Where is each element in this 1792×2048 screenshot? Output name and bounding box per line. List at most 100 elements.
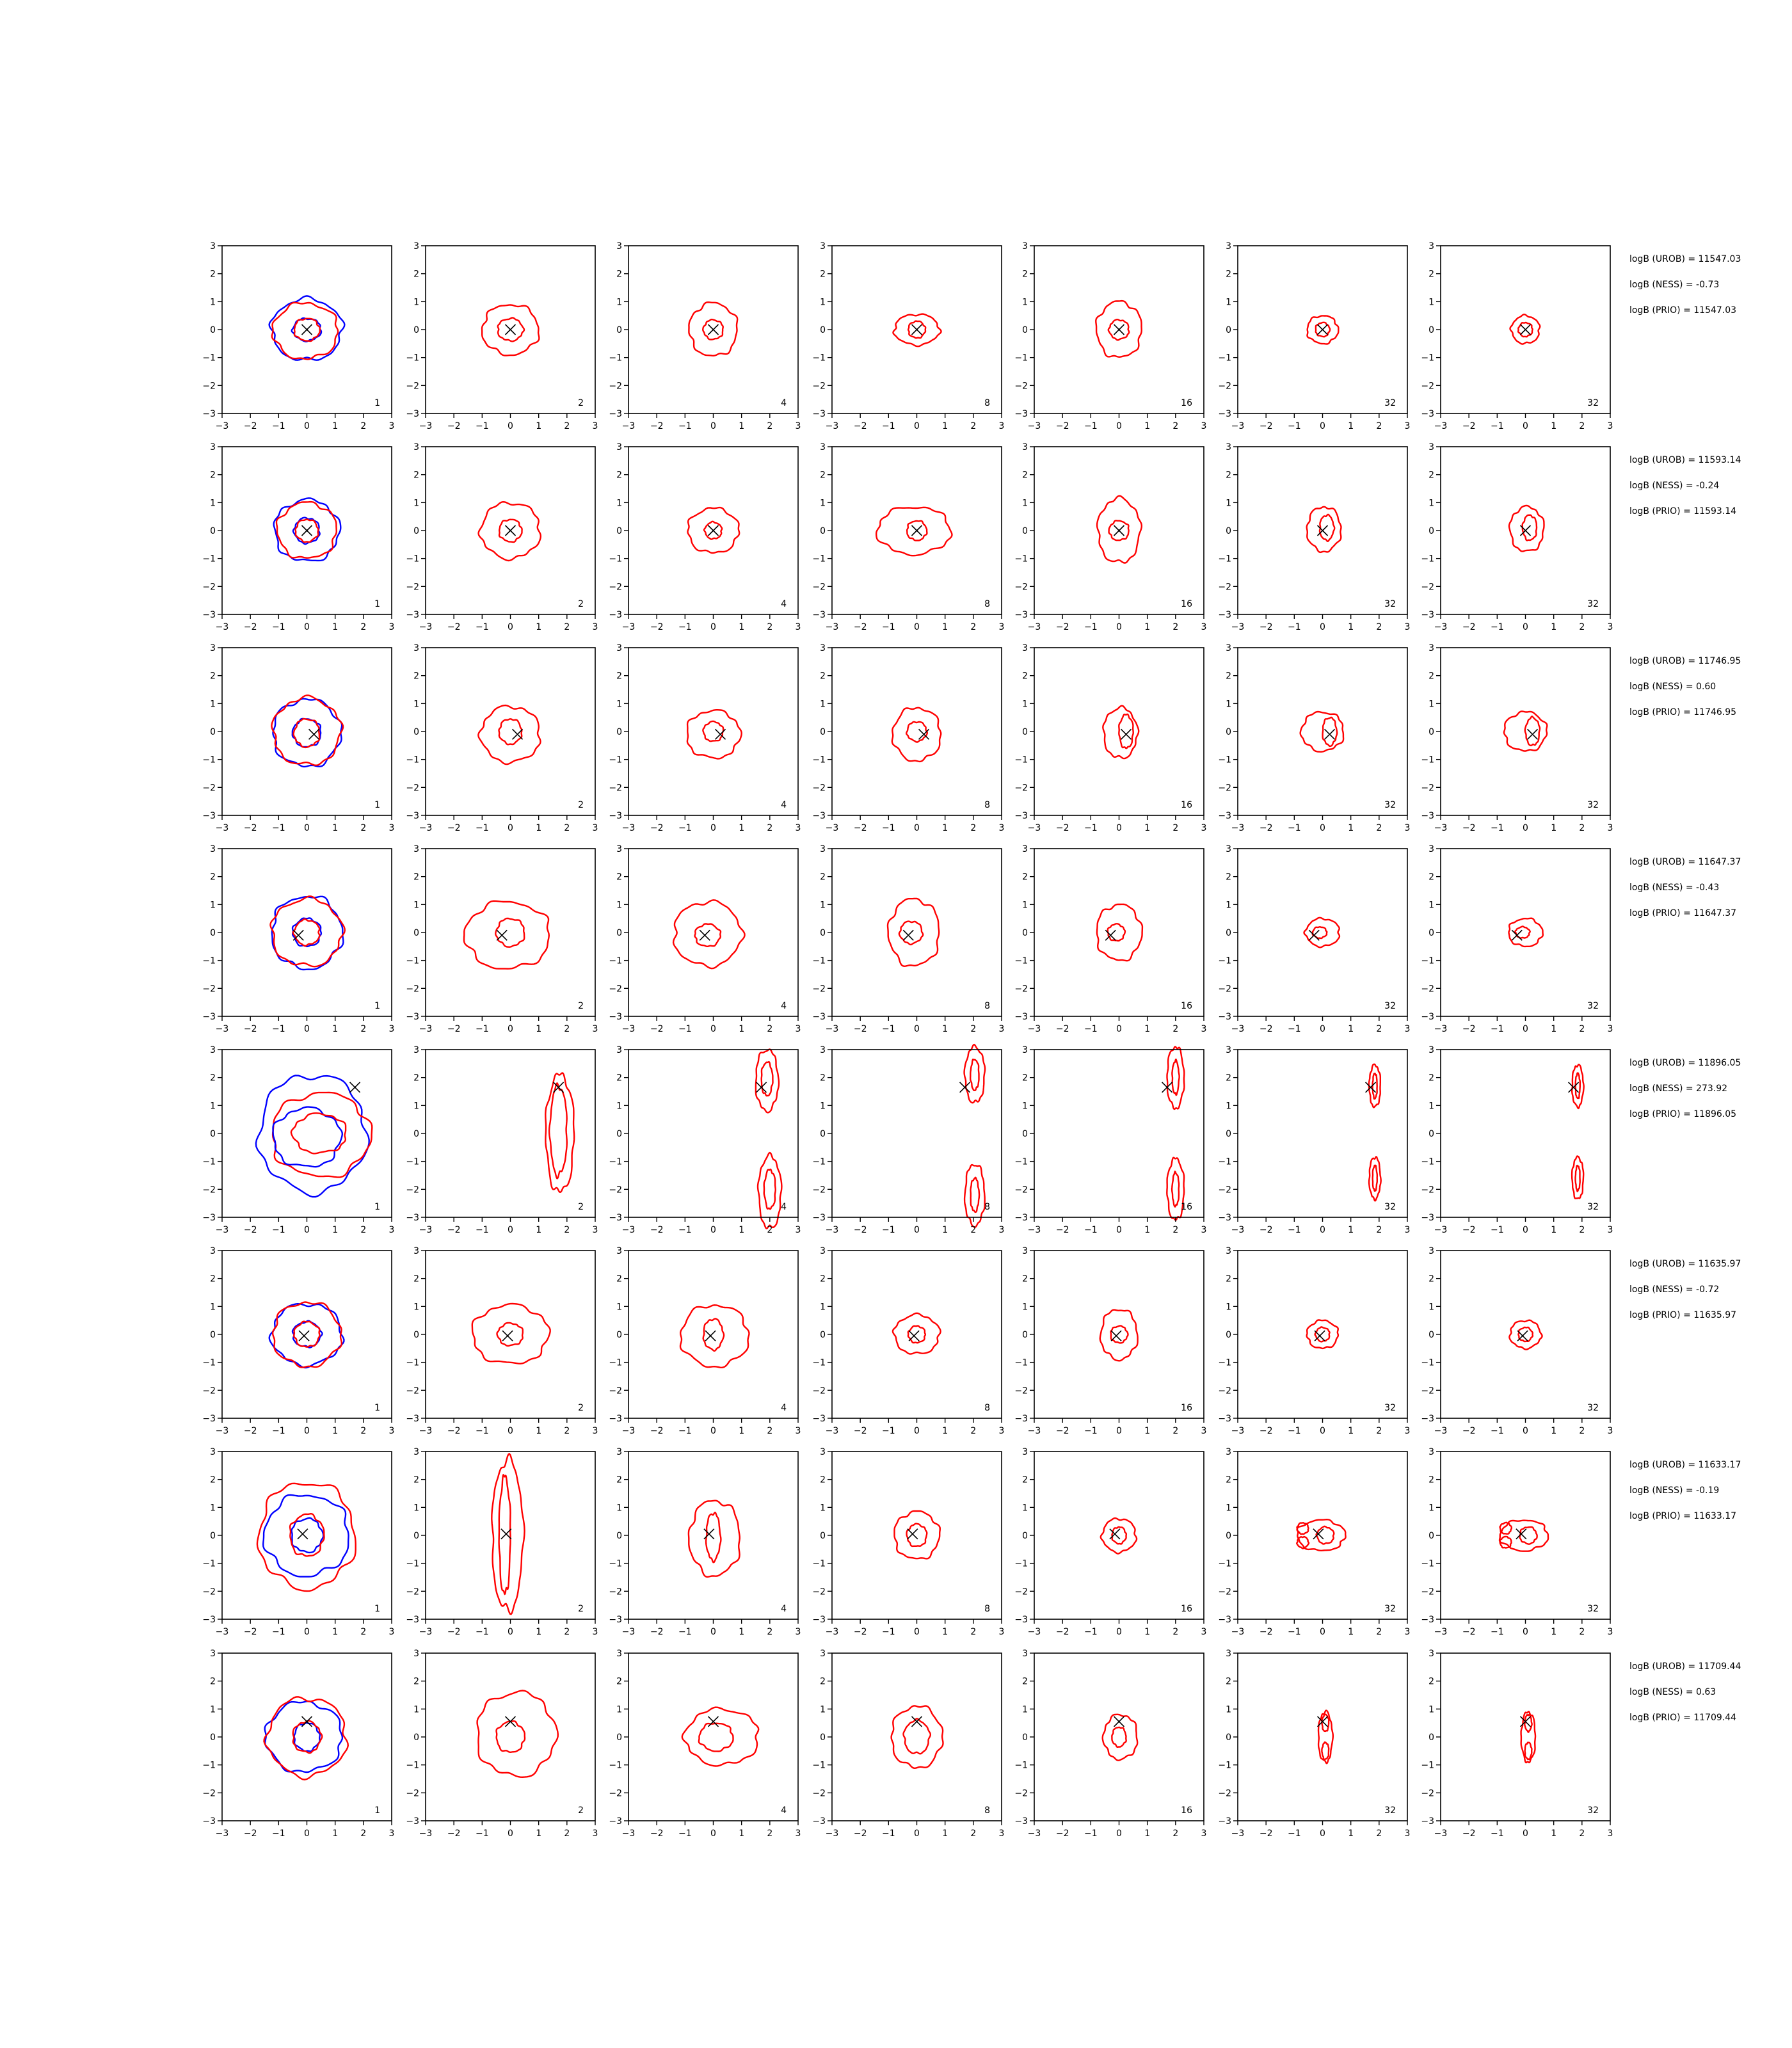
panel-label: 4 <box>781 800 787 810</box>
y-tick-label: 0 <box>1022 1129 1028 1139</box>
y-tick-label: 3 <box>1022 1649 1028 1659</box>
y-tick-label: −2 <box>406 1185 419 1195</box>
y-tick-label: −3 <box>609 1615 622 1625</box>
x-tick-label: 1 <box>332 1024 338 1034</box>
y-tick-label: 0 <box>210 1330 216 1340</box>
x-tick-label: 3 <box>796 1426 801 1436</box>
y-tick-label: 0 <box>1428 1732 1434 1743</box>
red-contour-line <box>1101 1713 1139 1761</box>
y-tick-label: −3 <box>406 1414 419 1424</box>
red-contour-line <box>1517 1326 1534 1343</box>
y-tick-label: 3 <box>210 1447 216 1457</box>
x-tick-label: −2 <box>650 421 664 431</box>
axes-frame <box>221 1451 392 1620</box>
axes-frame <box>831 647 1002 816</box>
panel: −3 −2 −1 0 1 2 3 −3 −2 −1 0 1 2 3 32 <box>1218 643 1410 833</box>
red-contour-line <box>1096 903 1144 962</box>
x-tick-label: 0 <box>1320 1225 1325 1235</box>
y-tick-label: −1 <box>202 353 216 364</box>
red-contour-line <box>1321 1713 1330 1732</box>
y-tick-label: −3 <box>609 1414 622 1424</box>
x-tick-label: 2 <box>564 1426 570 1436</box>
x-marker <box>1316 324 1329 335</box>
y-tick-label: 0 <box>820 928 826 938</box>
x-tick-label: −2 <box>854 1024 867 1034</box>
red-contour-line <box>292 918 321 947</box>
panel: −3 −2 −1 0 1 2 3 −3 −2 −1 0 1 2 3 32 <box>1421 1246 1613 1436</box>
x-tick-label: 3 <box>796 823 801 833</box>
y-tick-label: −3 <box>1014 409 1028 419</box>
y-tick-label: 0 <box>820 1732 826 1743</box>
x-tick-label: 1 <box>536 1627 541 1637</box>
y-tick-label: 0 <box>1226 928 1231 938</box>
x-tick-label: −1 <box>1288 1828 1301 1839</box>
y-tick-label: 2 <box>616 1073 622 1084</box>
panel-label: 8 <box>984 1001 990 1011</box>
red-contour-line <box>1498 1519 1549 1552</box>
y-tick-label: 3 <box>210 1649 216 1659</box>
y-tick-label: −1 <box>1014 1559 1028 1569</box>
y-tick-label: 1 <box>413 1704 419 1715</box>
red-contour-line <box>886 897 940 968</box>
x-tick-label: −1 <box>882 1426 895 1436</box>
x-tick-label: 2 <box>1579 1627 1585 1637</box>
x-tick-label: 3 <box>389 1024 395 1034</box>
red-contour-line <box>1521 514 1538 541</box>
y-tick-label: 1 <box>616 900 622 910</box>
y-tick-label: −1 <box>202 1559 216 1569</box>
y-tick-label: 3 <box>413 1649 419 1659</box>
x-tick-label: −3 <box>1028 622 1041 632</box>
x-tick-label: 3 <box>796 622 801 632</box>
panel: −3 −2 −1 0 1 2 3 −3 −2 −1 0 1 2 3 16 <box>1014 442 1206 632</box>
x-tick-label: 3 <box>999 421 1005 431</box>
panel-label: 32 <box>1587 800 1599 810</box>
y-tick-label: 0 <box>1226 1732 1231 1743</box>
y-tick-label: −3 <box>609 1012 622 1022</box>
red-contour-line <box>906 1523 928 1548</box>
y-tick-label: −3 <box>1014 1213 1028 1223</box>
axes-frame <box>1237 1451 1408 1620</box>
y-tick-label: 0 <box>210 325 216 335</box>
x-marker <box>349 1082 361 1093</box>
logb-annotation: logB (NESS) = 273.92 <box>1629 1084 1727 1094</box>
y-tick-label: −2 <box>1014 381 1028 391</box>
y-tick-label: 2 <box>616 671 622 682</box>
x-tick-label: 1 <box>942 823 948 833</box>
x-tick-label: −2 <box>854 1627 867 1637</box>
y-tick-label: −1 <box>812 956 826 966</box>
x-tick-label: 3 <box>1608 1426 1613 1436</box>
y-tick-label: −3 <box>609 1816 622 1827</box>
x-tick-label: −2 <box>447 1024 461 1034</box>
panel-label: 16 <box>1181 800 1192 810</box>
y-tick-label: 1 <box>1022 1101 1028 1111</box>
red-contour-line <box>1509 314 1541 345</box>
x-tick-label: 1 <box>739 823 744 833</box>
x-tick-label: −1 <box>1491 1024 1504 1034</box>
y-tick-label: 2 <box>1226 671 1231 682</box>
x-tick-label: 3 <box>593 1828 598 1839</box>
x-tick-label: −3 <box>622 622 636 632</box>
x-tick-label: 0 <box>1116 1627 1122 1637</box>
y-tick-label: 2 <box>616 470 622 481</box>
y-tick-label: −1 <box>202 1157 216 1167</box>
y-tick-label: 0 <box>616 1531 622 1541</box>
x-tick-label: −2 <box>1260 622 1273 632</box>
panel: −3 −2 −1 0 1 2 3 −3 −2 −1 0 1 2 3 4 <box>609 1649 801 1839</box>
x-marker <box>911 525 923 536</box>
x-tick-label: −2 <box>244 622 257 632</box>
red-contour-line <box>290 1112 347 1155</box>
x-tick-label: −3 <box>826 1024 839 1034</box>
y-tick-label: −2 <box>202 381 216 391</box>
red-contour-line <box>1118 713 1134 749</box>
y-tick-label: −3 <box>406 610 419 620</box>
x-tick-label: 0 <box>1523 1426 1528 1436</box>
x-tick-label: −1 <box>1288 1627 1301 1637</box>
x-tick-label: 0 <box>508 622 513 632</box>
red-contour-line <box>497 317 525 342</box>
x-tick-label: 1 <box>1144 622 1150 632</box>
x-tick-label: 0 <box>304 421 310 431</box>
x-marker <box>703 1528 715 1540</box>
x-tick-label: −2 <box>1260 823 1273 833</box>
x-tick-label: 2 <box>970 421 976 431</box>
x-marker <box>1316 525 1329 536</box>
